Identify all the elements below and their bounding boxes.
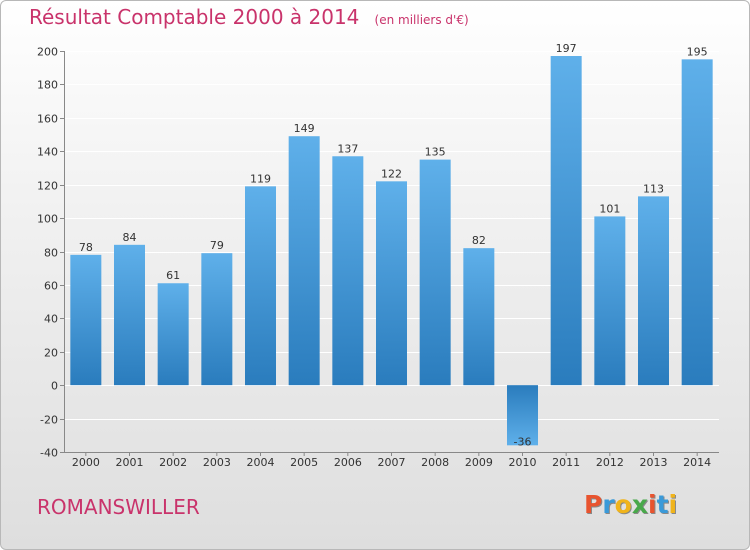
value-label: 195	[687, 45, 708, 58]
chart-unit: (en milliers d'€)	[374, 13, 469, 27]
bar-2011	[550, 56, 582, 386]
y-tick-label: 20	[44, 347, 58, 360]
value-label: 79	[210, 239, 224, 252]
y-tick-label: 40	[44, 313, 58, 326]
x-tick-label: 2003	[203, 456, 231, 469]
value-label: 82	[472, 234, 486, 247]
value-label: 149	[294, 122, 315, 135]
value-label: 122	[381, 167, 402, 180]
value-label: 135	[425, 146, 446, 159]
bar-2008	[419, 159, 451, 386]
bar-2001	[114, 244, 145, 386]
y-tick-label: 180	[37, 79, 58, 92]
chart-title: Résultat Comptable 2000 à 2014	[29, 5, 360, 29]
value-label: 101	[599, 202, 620, 215]
bar-2009	[463, 248, 495, 386]
x-tick-label: 2008	[421, 456, 449, 469]
y-tick-label: 200	[37, 46, 58, 59]
bar-2007	[376, 181, 407, 386]
y-tick-label: 100	[37, 213, 58, 226]
chart-title-block: Résultat Comptable 2000 à 2014 (en milli…	[29, 5, 469, 29]
x-tick-label: 2005	[290, 456, 318, 469]
x-tick-label: 2002	[159, 456, 187, 469]
x-tick-label: 2009	[465, 456, 493, 469]
value-label: 113	[643, 182, 664, 195]
x-tick-label: 2012	[596, 456, 624, 469]
bar-2003	[201, 253, 233, 386]
x-tick-label: 2000	[72, 456, 100, 469]
y-tick-label: 140	[37, 146, 58, 159]
value-label: 61	[166, 269, 180, 282]
bar-2005	[288, 136, 320, 386]
y-tick-label: -20	[40, 414, 58, 427]
bar-2012	[594, 216, 626, 386]
bar-2013	[638, 196, 669, 386]
value-label: 119	[250, 172, 271, 185]
value-label: 78	[79, 241, 93, 254]
y-tick-label: 0	[51, 380, 58, 393]
y-tick-label: 160	[37, 113, 58, 126]
x-tick-label: 2011	[552, 456, 580, 469]
value-label: -36	[514, 435, 532, 448]
bar-2000	[70, 254, 102, 386]
x-tick-label: 2006	[334, 456, 362, 469]
proxiti-logo: Proxiti	[584, 490, 678, 519]
x-tick-label: 2014	[683, 456, 711, 469]
value-label: 137	[337, 142, 358, 155]
bar-2006	[332, 156, 364, 386]
x-tick-label: 2007	[378, 456, 406, 469]
y-tick-label: 80	[44, 247, 58, 260]
bar-2010	[507, 385, 538, 446]
y-tick-label: -40	[40, 447, 58, 460]
x-tick-label: 2010	[509, 456, 537, 469]
value-label: 197	[556, 42, 577, 55]
x-tick-label: 2013	[640, 456, 668, 469]
value-label: 84	[123, 231, 137, 244]
bar-2004	[245, 186, 276, 386]
bar-2014	[681, 59, 713, 386]
y-tick-label: 120	[37, 180, 58, 193]
bar-2002	[157, 283, 189, 386]
place-name: ROMANSWILLER	[37, 495, 200, 519]
x-tick-label: 2001	[116, 456, 144, 469]
y-tick-label: 60	[44, 280, 58, 293]
x-tick-label: 2004	[247, 456, 275, 469]
